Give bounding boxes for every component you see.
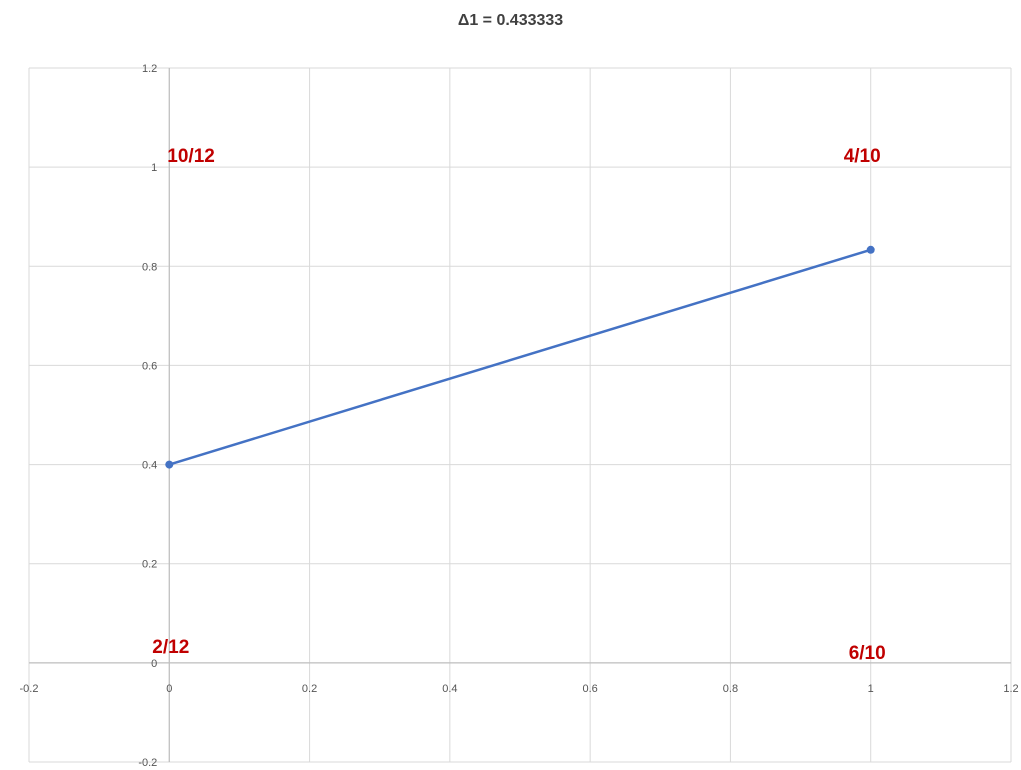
y-tick-label: 1.2	[142, 63, 157, 75]
annotation-label: 6/10	[849, 643, 886, 664]
x-tick-label: 0.4	[442, 683, 457, 695]
y-tick-label: 0.2	[142, 559, 157, 571]
y-tick-label: -0.2	[138, 757, 157, 769]
x-tick-label: 0.2	[302, 683, 317, 695]
data-point	[165, 460, 174, 469]
data-point	[866, 245, 875, 254]
series-line	[168, 248, 872, 466]
x-tick-label: -0.2	[20, 683, 39, 695]
annotation-label: 10/12	[167, 146, 215, 167]
annotation-label: 2/12	[152, 637, 189, 658]
annotation-label: 4/10	[844, 146, 881, 167]
x-tick-label: 0.8	[723, 683, 738, 695]
chart-title: Δ1 = 0.433333	[457, 12, 564, 29]
y-tick-label: 0	[151, 658, 157, 670]
y-tick-label: 1	[151, 162, 157, 174]
x-tick-label: 1	[868, 683, 874, 695]
x-tick-label: 0	[166, 683, 172, 695]
y-tick-label: 0.8	[142, 261, 157, 273]
x-tick-label: 1.2	[1003, 683, 1018, 695]
x-tick-label: 0.6	[582, 683, 597, 695]
y-tick-label: 0.6	[142, 360, 157, 372]
y-tick-label: 0.4	[142, 460, 157, 472]
